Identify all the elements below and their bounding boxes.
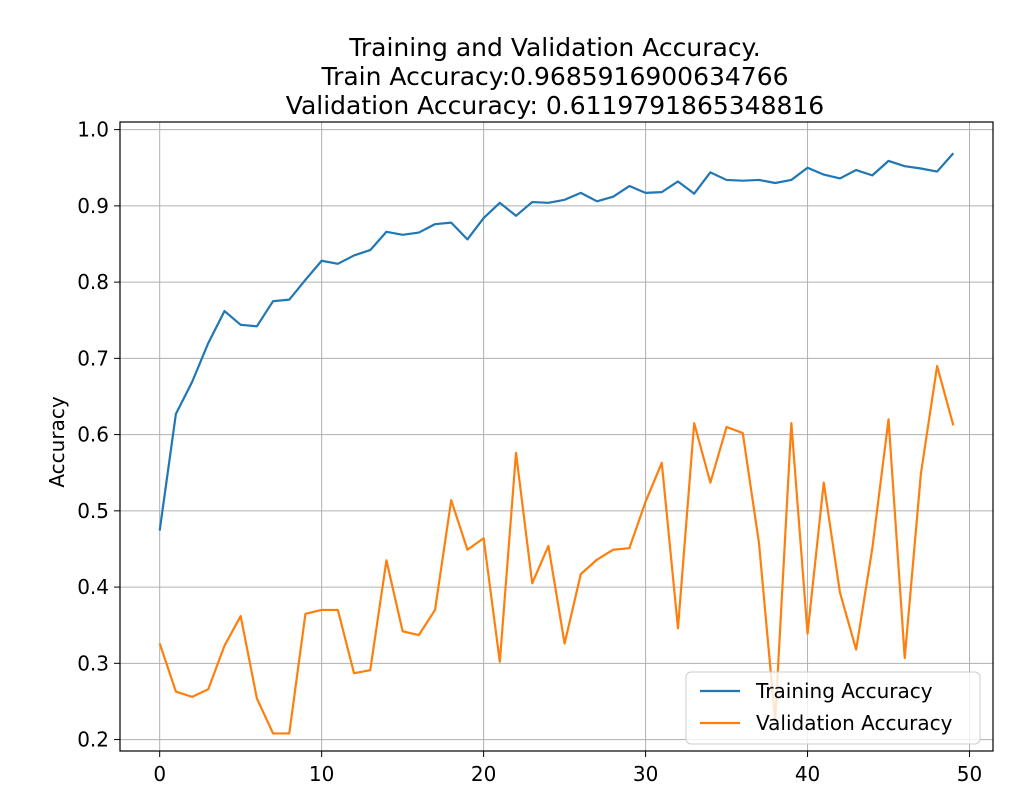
legend: Training Accuracy Validation Accuracy [685,671,981,745]
x-tick-label: 30 [633,762,658,786]
y-tick-label: 0.5 [77,499,109,523]
y-tick-label: 0.3 [77,651,109,675]
y-tick-label: 0.9 [77,194,109,218]
y-tick-label: 0.8 [77,270,109,294]
legend-label-training-accuracy: Training Accuracy [755,679,933,703]
x-tick-label: 20 [471,762,496,786]
grid-lines [120,122,993,751]
y-tick-label: 0.2 [77,728,109,752]
series-layer [158,152,955,735]
x-tick-label: 10 [309,762,334,786]
y-tick-label: 0.7 [77,346,109,370]
chart-title-line-3: Validation Accuracy: 0.6119791865348816 [286,91,824,120]
x-tick-label: 40 [795,762,820,786]
y-axis-label: Accuracy [45,396,69,487]
series-line-validation-accuracy [158,364,955,735]
y-tick-label: 1.0 [77,118,109,142]
x-tick-label: 50 [957,762,982,786]
x-axis: 0 10 20 30 40 50 [153,751,982,786]
x-tick-label: 0 [153,762,166,786]
y-tick-label: 0.4 [77,575,109,599]
y-axis: 0.2 0.3 0.4 0.5 0.6 0.7 0.8 0.9 1.0 [77,118,120,752]
y-tick-label: 0.6 [77,423,109,447]
legend-box [685,671,981,745]
chart-title-line-1: Training and Validation Accuracy. [348,33,761,62]
legend-label-validation-accuracy: Validation Accuracy [756,711,953,735]
chart-title-line-2: Train Accuracy:0.9685916900634766 [320,62,788,91]
plot-frame [119,121,994,752]
chart-title: Training and Validation Accuracy. Train … [286,33,824,120]
series-line-training-accuracy [158,152,955,531]
